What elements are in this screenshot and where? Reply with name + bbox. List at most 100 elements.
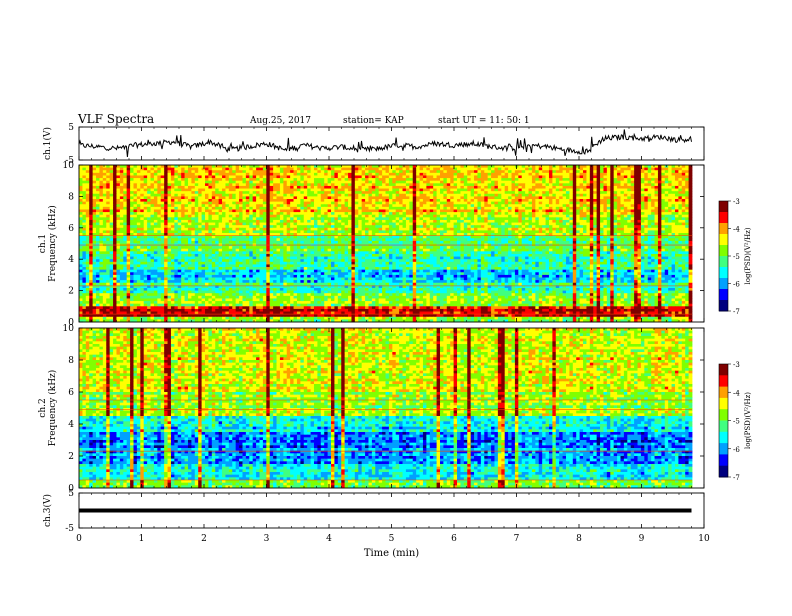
spectrogram-cell [665,199,669,202]
spectrogram-cell [130,178,134,181]
spectrogram-cell [355,183,359,186]
spectrogram-cell [597,181,601,184]
spectrogram-cell [430,183,434,186]
spectrogram-cell [358,183,362,186]
spectrogram-cell [494,178,498,181]
spectrogram-cell [208,202,212,205]
spectrogram-cell [638,225,642,228]
spectrogram-cell [375,202,379,205]
spectrogram-cell [440,183,444,186]
spectrogram-cell [430,223,434,226]
spectrogram-cell [600,170,604,173]
spectrogram-cell [549,183,553,186]
spectrogram-cell [576,175,580,178]
spectrogram-cell [215,223,219,226]
spectrogram-cell [86,223,90,226]
spectrogram-cell [154,220,158,223]
spectrogram-cell [185,170,189,173]
spectrogram-cell [215,199,219,202]
spectrogram-cell [661,209,665,212]
spectrogram-cell [198,230,202,233]
spectrogram-cell [641,220,645,223]
spectrogram-cell [297,173,301,176]
spectrogram-cell [229,178,233,181]
spectrogram-cell [498,191,502,194]
spectrogram-cell [447,170,451,173]
spectrogram-cell [334,223,338,226]
spectrogram-cell [638,215,642,218]
spectrogram-cell [413,175,417,178]
spectrogram-cell [552,220,556,223]
spectrogram-cell [430,173,434,176]
spectrogram-cell [529,196,533,199]
spectrogram-cell [229,175,233,178]
spectrogram-cell [174,170,178,173]
spectrogram-cell [481,220,485,223]
spectrogram-cell [607,168,611,171]
spectrogram-cell [573,186,577,189]
spectrogram-cell [232,223,236,226]
spectrogram-cell [488,196,492,199]
spectrogram-cell [140,236,144,239]
spectrogram-cell [396,178,400,181]
spectrogram-cell [208,215,212,218]
spectrogram-cell [600,165,604,168]
spectrogram-cell [474,173,478,176]
spectrogram-cell [358,165,362,168]
spectrogram-cell [191,220,195,223]
spectrogram-cell [471,215,475,218]
spectrogram-cell [689,189,693,192]
spectrogram-cell [157,165,161,168]
spectrogram-cell [423,183,427,186]
spectrogram-cell [603,181,607,184]
spectrogram-cell [202,194,206,197]
spectrogram-cell [559,230,563,233]
spectrogram-cell [532,168,536,171]
spectrogram-cell [532,223,536,226]
spectrogram-cell [283,207,287,210]
spectrogram-cell [559,189,563,192]
spectrogram-cell [573,168,577,171]
spectrogram-cell [668,165,672,168]
spectrogram-cell [202,223,206,226]
spectrogram-cell [225,225,229,228]
spectrogram-cell [586,165,590,168]
spectrogram-cell [491,212,495,215]
spectrogram-cell [133,225,137,228]
spectrogram-cell [89,186,93,189]
spectrogram-cell [460,168,464,171]
spectrogram-cell [331,212,335,215]
spectrogram-cell [610,199,614,202]
spectrogram-cell [464,199,468,202]
spectrogram-cell [518,183,522,186]
spectrogram-cell [634,189,638,192]
spectrogram-cell [185,220,189,223]
spectrogram-cell [559,196,563,199]
spectrogram-cell [171,186,175,189]
spectrogram-cell [191,173,195,176]
spectrogram-cell [464,168,468,171]
spectrogram-cell [222,175,226,178]
spectrogram-cell [249,202,253,205]
spectrogram-cell [532,212,536,215]
spectrogram-cell [409,173,413,176]
spectrogram-cell [641,202,645,205]
spectrogram-cell [96,215,100,218]
spectrogram-cell [164,225,168,228]
spectrogram-cell [103,236,107,239]
spectrogram-cell [334,202,338,205]
spectrogram-cell [208,191,212,194]
spectrogram-cell [103,225,107,228]
spectrogram-cell [263,183,267,186]
spectrogram-cell [151,220,155,223]
spectrogram-cell [440,178,444,181]
spectrogram-cell [546,189,550,192]
spectrogram-cell [133,165,137,168]
spectrogram-cell [658,170,662,173]
spectrogram-cell [290,173,294,176]
spectrogram-cell [116,181,120,184]
spectrogram-cell [665,228,669,231]
spectrogram-cell [317,173,321,176]
spectrogram-cell [556,183,560,186]
spectrogram-cell [321,196,325,199]
